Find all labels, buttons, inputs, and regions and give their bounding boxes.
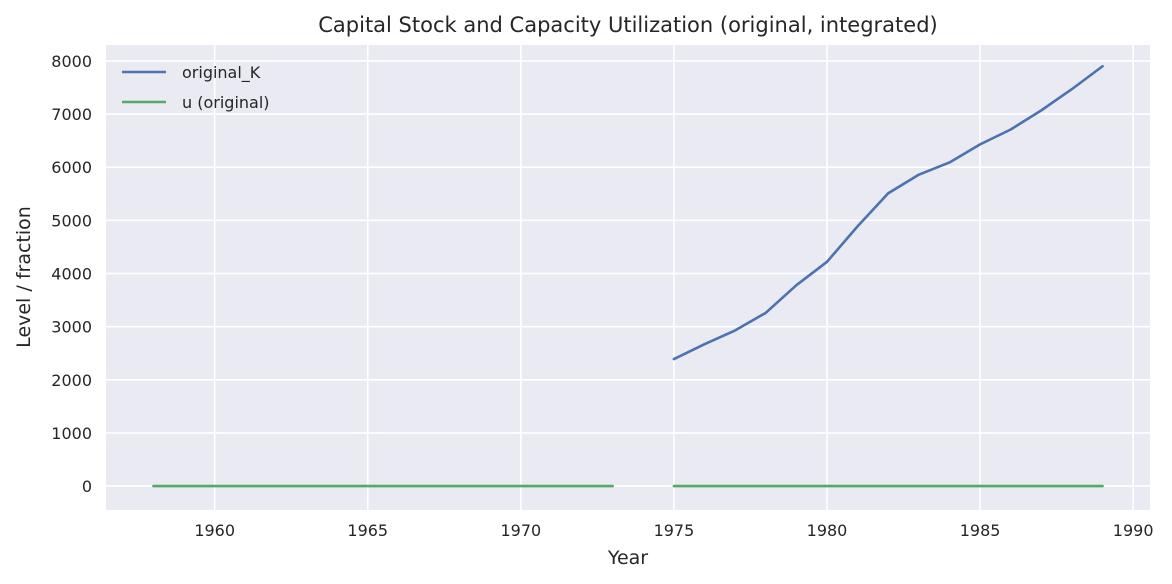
series-lines xyxy=(152,64,1104,488)
x-tick-label: 1975 xyxy=(654,521,695,540)
y-tick-label: 3000 xyxy=(51,318,92,337)
y-axis-label: Level / fraction xyxy=(13,206,35,348)
x-tick-label: 1965 xyxy=(347,521,388,540)
legend-label: original_K xyxy=(182,63,261,83)
x-axis-label: Year xyxy=(607,547,648,569)
y-tick-label: 0 xyxy=(82,477,92,496)
chart-title: Capital Stock and Capacity Utilization (… xyxy=(318,13,937,37)
x-tick-label: 1980 xyxy=(807,521,848,540)
y-tick-label: 2000 xyxy=(51,371,92,390)
legend-label: u (original) xyxy=(182,93,270,112)
x-tick-label: 1970 xyxy=(500,521,541,540)
x-tick-label: 1990 xyxy=(1113,521,1154,540)
legend: original_Ku (original) xyxy=(122,63,270,112)
y-tick-label: 7000 xyxy=(51,105,92,124)
y-tick-label: 1000 xyxy=(51,424,92,443)
y-tick-label: 8000 xyxy=(51,52,92,71)
x-tick-labels: 1960 1965 1970 1975 1980 1985 1990 xyxy=(194,521,1153,540)
y-tick-labels: 0 1000 2000 3000 4000 5000 6000 7000 8000 xyxy=(51,52,92,496)
series-line-0 xyxy=(672,64,1104,361)
x-tick-label: 1985 xyxy=(960,521,1001,540)
y-tick-label: 4000 xyxy=(51,265,92,284)
y-tick-label: 5000 xyxy=(51,211,92,230)
x-tick-label: 1960 xyxy=(194,521,235,540)
y-tick-label: 6000 xyxy=(51,158,92,177)
